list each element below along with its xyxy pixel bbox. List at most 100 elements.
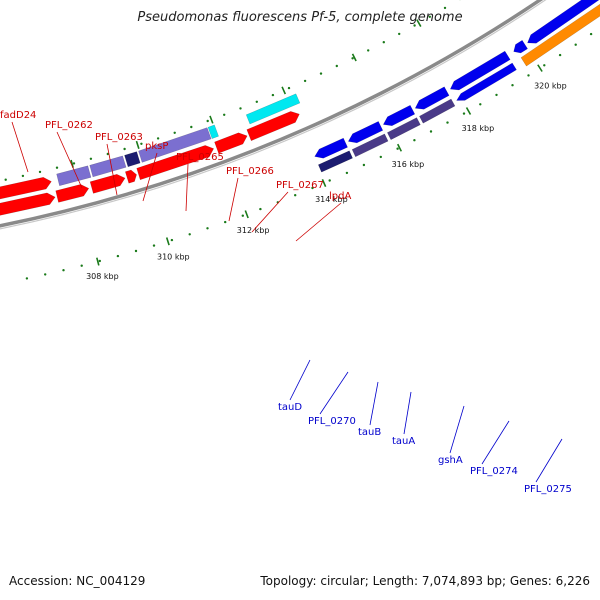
genome-summary: Topology: circular; Length: 7,074,893 bp… — [260, 574, 590, 588]
cog-box-PFL_0275 — [520, 3, 600, 67]
tick-dot — [206, 119, 209, 123]
tick-dot — [362, 163, 366, 167]
tick-dot — [4, 178, 7, 181]
forward-cds-PFL_0265 — [136, 145, 215, 181]
tick-dot — [382, 41, 385, 44]
kbp-tick-label: 318 kbp — [462, 124, 495, 133]
gene-label-tauD: tauD — [278, 402, 302, 413]
cog-box-PFL_0266 — [207, 124, 219, 139]
map-title: Pseudomonas fluorescens Pf-5, complete g… — [137, 10, 463, 25]
kbp-tick-label: 308 kbp — [86, 272, 119, 281]
gene-label-pksP: pksP — [145, 141, 168, 152]
cog-box-lpdA — [245, 93, 301, 125]
tick-dot — [479, 103, 482, 106]
leader-line-gshA — [449, 405, 465, 454]
gene-label-gshA: gshA — [438, 455, 463, 466]
major-tick — [537, 64, 543, 72]
tick-dot — [558, 53, 562, 57]
tick-dot — [413, 24, 416, 27]
tick-dot — [239, 107, 242, 110]
gene-label-PFL_0275: PFL_0275 — [524, 484, 572, 495]
leader-line-PFL_0267 — [251, 191, 289, 233]
tick-dot — [188, 233, 191, 236]
reverse-cds-tauB — [382, 104, 416, 127]
cog-box-PFL_0263 — [89, 155, 127, 178]
forward-cds-PFL_0262 — [55, 184, 90, 203]
gene-label-fadD24: fadD24 — [0, 110, 36, 121]
tick-dot — [123, 147, 126, 151]
tick-dot — [345, 171, 349, 175]
gene-label-PFL_0266: PFL_0266 — [226, 166, 274, 177]
tick-dot — [173, 131, 176, 134]
tick-dot — [443, 6, 447, 10]
major-tick — [244, 210, 249, 219]
tick-dot — [25, 277, 29, 280]
major-tick — [465, 107, 472, 115]
tick-dot — [311, 186, 314, 190]
major-tick — [165, 237, 170, 246]
major-tick — [397, 143, 403, 152]
leader-line-PFL_0266 — [228, 177, 239, 222]
leader-line-PFL_0275 — [535, 438, 563, 483]
leader-line-lpdA — [295, 202, 342, 242]
forward-cds-PFL_0263 — [89, 174, 126, 194]
leader-line-fadD24 — [11, 121, 29, 173]
tick-dot — [170, 238, 174, 242]
tick-dot — [511, 84, 514, 87]
tick-dot — [206, 227, 209, 230]
reverse-cds-PFL_0270 — [347, 121, 384, 144]
reverse-cds-tauD — [314, 137, 348, 159]
kbp-tick-label: 316 kbp — [392, 160, 425, 169]
tick-dot — [367, 49, 370, 52]
backbone-shadow — [0, 0, 547, 230]
kbp-tick-label: 310 kbp — [157, 252, 190, 261]
leader-line-PFL_0274 — [481, 420, 510, 465]
gene-label-tauB: tauB — [358, 427, 381, 438]
cog-box-tauB — [386, 117, 421, 141]
gene-label-PFL_0263: PFL_0263 — [95, 132, 143, 143]
leader-line-PFL_0270 — [319, 371, 349, 415]
gene-label-PFL_0267: PFL_0267 — [276, 180, 324, 191]
gene-label-PFL_0270: PFL_0270 — [308, 416, 356, 427]
tick-dot — [140, 142, 143, 145]
major-tick — [209, 115, 214, 124]
tick-dot — [319, 72, 323, 75]
gene-label-lpdA: lpdA — [329, 191, 351, 202]
gene-label-PFL_0274: PFL_0274 — [470, 466, 518, 477]
tick-dot — [429, 130, 433, 133]
tick-dot — [259, 207, 262, 211]
cog-box-tauA — [419, 98, 456, 124]
tick-dot — [287, 86, 291, 90]
forward-cds-PFL_0266 — [214, 132, 248, 154]
cog-box-pksP — [124, 151, 141, 168]
kbp-tick-label: 320 kbp — [534, 81, 567, 90]
tick-dot — [255, 100, 258, 104]
accession-label: Accession: NC_004129 — [9, 574, 146, 588]
major-tick — [416, 19, 422, 27]
tick-dot — [335, 64, 338, 68]
backbone-line — [0, 0, 543, 228]
gene-label-PFL_0265: PFL_0265 — [176, 152, 224, 163]
reverse-cds-tauA — [414, 86, 450, 110]
tick-dot — [152, 244, 156, 247]
gene-label-PFL_0262: PFL_0262 — [45, 120, 93, 131]
leader-line-tauA — [403, 391, 412, 435]
tick-dot — [55, 166, 59, 169]
tick-dot — [134, 249, 138, 253]
tick-dot — [398, 32, 401, 36]
tick-dot — [106, 152, 110, 156]
reverse-cds-gshA-b — [456, 62, 517, 101]
leader-line-tauB — [369, 381, 379, 426]
tick-dot — [223, 113, 226, 117]
forward-cds-fadD24-b — [0, 177, 52, 200]
leader-line-PFL_0262 — [56, 131, 83, 189]
tick-dot — [428, 15, 431, 18]
tick-dot — [527, 74, 530, 77]
tick-dot — [21, 174, 25, 178]
reverse-cds-gshA — [449, 50, 511, 91]
tick-dot — [303, 79, 307, 83]
major-tick — [135, 140, 140, 150]
major-tick — [96, 257, 100, 266]
tick-dot — [38, 170, 42, 174]
